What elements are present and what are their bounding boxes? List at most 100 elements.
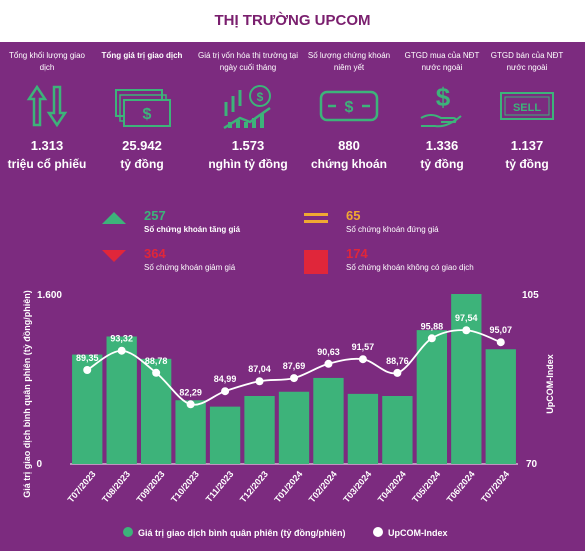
index-data-label: 90,63 [317, 347, 340, 357]
y-tick-label: 1.600 [37, 290, 62, 301]
x-tick-label: T03/2024 [341, 469, 373, 505]
index-point [117, 346, 126, 355]
x-tick-label: T01/2024 [272, 469, 304, 505]
sell-icon: SELL [482, 80, 572, 132]
x-tick-label: T07/2023 [66, 469, 98, 505]
bar [106, 336, 137, 464]
index-data-label: 87,69 [283, 361, 306, 371]
index-point [358, 355, 367, 364]
kpi-label: Giá trị vốn hóa thị trường tại ngày cuối… [198, 51, 298, 72]
index-data-label: 84,99 [214, 374, 237, 384]
y-tick-label: 0 [36, 459, 42, 470]
stat-no-trade: 174 Số chứng khoán không có giao dịch [302, 246, 474, 274]
stat-text: Số chứng khoán tăng giá [144, 225, 241, 234]
bar [347, 393, 379, 464]
index-point [324, 359, 333, 368]
svg-text:$: $ [143, 106, 152, 123]
banknotes-icon: $ [97, 80, 187, 132]
kpi-unit: tỷ đồng [420, 157, 464, 171]
x-tick-label: T10/2023 [169, 469, 201, 505]
kpi-unit: tỷ đồng [120, 157, 164, 171]
stat-value: 364 [144, 246, 166, 261]
triangle-up-icon [102, 212, 126, 224]
square-icon [304, 250, 328, 274]
kpi-label: Tổng khối lượng giao dịch [9, 51, 85, 72]
y2-tick-label: 70 [526, 459, 538, 470]
index-point [427, 334, 436, 343]
kpi-label: Số lượng chứng khoán niêm yết [307, 51, 391, 72]
kpi-value: 1.336 [425, 138, 459, 153]
legend-line-swatch [373, 527, 383, 537]
kpi-label: Tổng giá trị giao dịch [101, 51, 183, 60]
index-data-label: 97,54 [455, 313, 478, 323]
svg-text:$: $ [436, 82, 451, 112]
up-down-arrows-icon [2, 80, 92, 132]
kpi-value-traded: Tổng giá trị giao dịch $ 25.942 tỷ đồng [97, 50, 187, 171]
infographic-panel: Tổng khối lượng giao dịch 1.313 triệu cổ… [0, 42, 585, 551]
bar [313, 377, 344, 464]
legend-bar-label: Giá trị giao dịch bình quân phiên (tỷ đồ… [138, 528, 346, 538]
index-data-label: 88,76 [386, 356, 409, 366]
kpi-label: GTGD bán của NĐT nước ngoài [490, 51, 564, 72]
kpi-unit: nghìn tỷ đồng [208, 157, 288, 171]
index-point [255, 377, 264, 386]
bar [244, 396, 275, 464]
combo-chart: 89,35 93,32 88,78 82,29 84,99 87,04 87,69 90,63… [22, 290, 555, 538]
kpi-unit: triệu cổ phiếu [7, 157, 87, 171]
stat-text: Số chứng khoán không có giao dịch [346, 263, 474, 272]
page-title: THỊ TRƯỜNG UPCOM [214, 12, 371, 29]
kpi-foreign-buy: GTGD mua của NĐT nước ngoài $ 1.336 tỷ đ… [397, 50, 487, 171]
index-data-label: 88,78 [145, 356, 168, 366]
bar [382, 396, 413, 464]
index-data-label: 95,07 [490, 325, 513, 335]
x-tick-label: T07/2024 [479, 469, 511, 505]
stat-advancers: 257 Số chứng khoán tăng giá [100, 208, 240, 234]
equals-icon [304, 213, 328, 223]
index-data-label: 95,88 [421, 321, 444, 331]
x-tick-label: T12/2023 [238, 469, 270, 505]
kpi-label: GTGD mua của NĐT nước ngoài [404, 51, 480, 72]
hand-dollar-icon: $ [397, 80, 487, 132]
index-point [221, 387, 230, 396]
x-tick-label: T09/2023 [134, 469, 166, 505]
x-tick-label: T06/2024 [445, 469, 477, 505]
bar [451, 294, 482, 464]
x-tick-label: T04/2024 [376, 469, 408, 505]
index-data-label: 89,35 [76, 353, 99, 363]
stat-value: 174 [346, 246, 368, 261]
stat-value: 257 [144, 208, 166, 223]
kpi-value: 880 [338, 138, 360, 153]
kpi-foreign-sell: GTGD bán của NĐT nước ngoài SELL 1.137 t… [482, 50, 572, 171]
y-axis-label: Giá trị giao dịch bình quân phiên (tỷ đồ… [22, 290, 32, 498]
kpi-value: 1.137 [510, 138, 544, 153]
bar [278, 391, 310, 464]
index-point [186, 400, 195, 409]
kpi-value: 1.573 [231, 138, 265, 153]
svg-text:$: $ [345, 99, 354, 116]
growth-chart-icon: $ [198, 80, 298, 132]
index-point [496, 338, 505, 347]
kpi-market-cap: Giá trị vốn hóa thị trường tại ngày cuối… [198, 50, 298, 171]
stat-text: Số chứng khoán giảm giá [144, 263, 236, 272]
kpi-value: 25.942 [122, 138, 162, 153]
y2-tick-label: 105 [522, 290, 539, 301]
kpi-value: 1.313 [30, 138, 64, 153]
kpi-unit: chứng khoán [310, 157, 388, 171]
stat-decliners: 364 Số chứng khoán giảm giá [100, 246, 235, 272]
index-data-label: 93,32 [110, 334, 133, 344]
kpi-unit: tỷ đồng [505, 157, 549, 171]
index-data-label: 87,04 [248, 364, 271, 374]
svg-text:$: $ [257, 90, 264, 104]
stat-value: 65 [346, 208, 361, 223]
legend-line-label: UpCOM-Index [388, 528, 448, 538]
index-point [393, 368, 402, 377]
index-point [152, 368, 161, 377]
index-data-label: 91,57 [352, 342, 375, 352]
stat-text: Số chứng khoán đứng giá [346, 225, 439, 234]
kpi-listed: Số lượng chứng khoán niêm yết $ 880 chứn… [304, 50, 394, 171]
kpi-volume: Tổng khối lượng giao dịch 1.313 triệu cổ… [2, 50, 92, 171]
legend-bar-swatch [123, 527, 133, 537]
y2-axis-label: UpCOM-Index [545, 354, 555, 414]
x-tick-label: T08/2023 [100, 469, 132, 505]
